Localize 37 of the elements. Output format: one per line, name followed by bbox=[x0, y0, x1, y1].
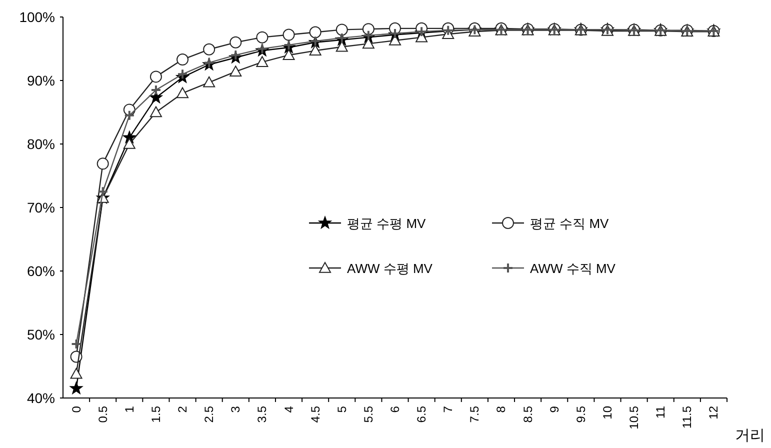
y-tick-label: 70% bbox=[26, 200, 55, 216]
x-axis-title: 거리 bbox=[735, 427, 765, 444]
x-tick-label: 5 bbox=[334, 406, 349, 413]
y-tick-label: 100% bbox=[19, 9, 55, 25]
x-tick-label: 6 bbox=[388, 406, 402, 413]
x-tick-label: 0.5 bbox=[96, 406, 110, 423]
x-tick-label: 3.5 bbox=[255, 406, 270, 423]
x-tick-label: 0 bbox=[69, 406, 84, 413]
x-tick-label: 1.5 bbox=[148, 406, 163, 423]
x-tick-label: 2 bbox=[176, 406, 190, 413]
x-tick-label: 9.5 bbox=[574, 406, 588, 423]
x-tick-label: 3 bbox=[228, 406, 243, 413]
legend-label: AWW 수평 MV bbox=[347, 261, 433, 276]
x-tick-label: 2.5 bbox=[202, 406, 216, 423]
legend-label: AWW 수직 MV bbox=[530, 261, 616, 276]
x-tick-label: 5.5 bbox=[361, 406, 376, 423]
x-tick-label: 7 bbox=[441, 406, 456, 413]
x-tick-label: 11 bbox=[654, 406, 668, 418]
y-tick-label: 90% bbox=[26, 72, 55, 88]
x-tick-label: 7.5 bbox=[468, 406, 482, 423]
x-tick-label: 4.5 bbox=[308, 406, 322, 423]
x-tick-label: 8.5 bbox=[520, 406, 535, 423]
x-tick-label: 11.5 bbox=[680, 406, 694, 428]
y-tick-label: 80% bbox=[26, 136, 55, 152]
x-tick-label: 8 bbox=[494, 406, 508, 413]
y-tick-label: 50% bbox=[26, 326, 55, 342]
x-tick-label: 9 bbox=[547, 406, 562, 413]
x-tick-label: 10 bbox=[600, 406, 614, 420]
x-tick-label: 1 bbox=[122, 406, 136, 413]
x-tick-label: 4 bbox=[282, 406, 296, 413]
x-tick-label: 6.5 bbox=[414, 406, 429, 423]
legend-label: 평균 수평 MV bbox=[347, 216, 426, 231]
y-tick-label: 40% bbox=[26, 390, 55, 406]
legend-label: 평균 수직 MV bbox=[530, 216, 610, 231]
y-tick-label: 60% bbox=[26, 263, 55, 279]
x-tick-label: 12 bbox=[706, 406, 721, 420]
x-tick-label: 10.5 bbox=[627, 406, 642, 430]
